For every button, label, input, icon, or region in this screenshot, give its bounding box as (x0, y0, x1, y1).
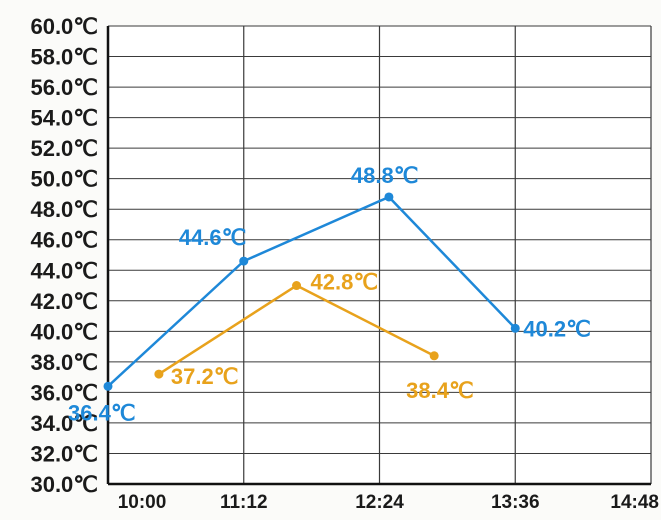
y-tick-label: 52.0℃ (30, 136, 98, 161)
x-tick-label: 12:24 (355, 492, 404, 513)
data-label: 40.2℃ (523, 316, 591, 341)
data-label: 42.8℃ (311, 270, 379, 295)
y-tick-label: 34.0℃ (30, 411, 98, 436)
data-point (154, 369, 164, 379)
y-tick-label: 40.0℃ (30, 319, 98, 344)
data-label: 36.4℃ (68, 400, 136, 425)
data-point (103, 381, 113, 391)
x-tick-label: 14:48 (610, 492, 659, 513)
series-line (107, 195, 517, 388)
data-point (239, 256, 249, 266)
data-point (292, 281, 302, 291)
y-tick-label: 38.0℃ (30, 350, 98, 375)
y-tick-label: 54.0℃ (30, 106, 98, 131)
data-label: 37.2℃ (171, 364, 239, 389)
y-tick-label: 36.0℃ (30, 380, 98, 405)
x-tick-label: 13:36 (491, 492, 540, 513)
y-tick-label: 46.0℃ (30, 228, 98, 253)
y-tick-label: 58.0℃ (30, 45, 98, 70)
y-tick-label: 42.0℃ (30, 289, 98, 314)
y-tick-label: 50.0℃ (30, 167, 98, 192)
data-point (510, 323, 520, 333)
data-label: 44.6℃ (179, 225, 247, 250)
y-tick-label: 56.0℃ (30, 75, 98, 100)
data-label: 38.4℃ (406, 378, 474, 403)
y-tick-label: 60.0℃ (30, 14, 98, 39)
y-tick-label: 48.0℃ (30, 197, 98, 222)
y-tick-label: 32.0℃ (30, 441, 98, 466)
data-label: 48.8℃ (351, 163, 419, 188)
y-tick-label: 30.0℃ (30, 472, 98, 497)
x-tick-label: 11:12 (220, 492, 268, 513)
data-point (429, 351, 439, 361)
x-tick-label: 10:00 (118, 492, 167, 513)
y-tick-label: 44.0℃ (30, 258, 98, 283)
data-point (384, 192, 394, 202)
